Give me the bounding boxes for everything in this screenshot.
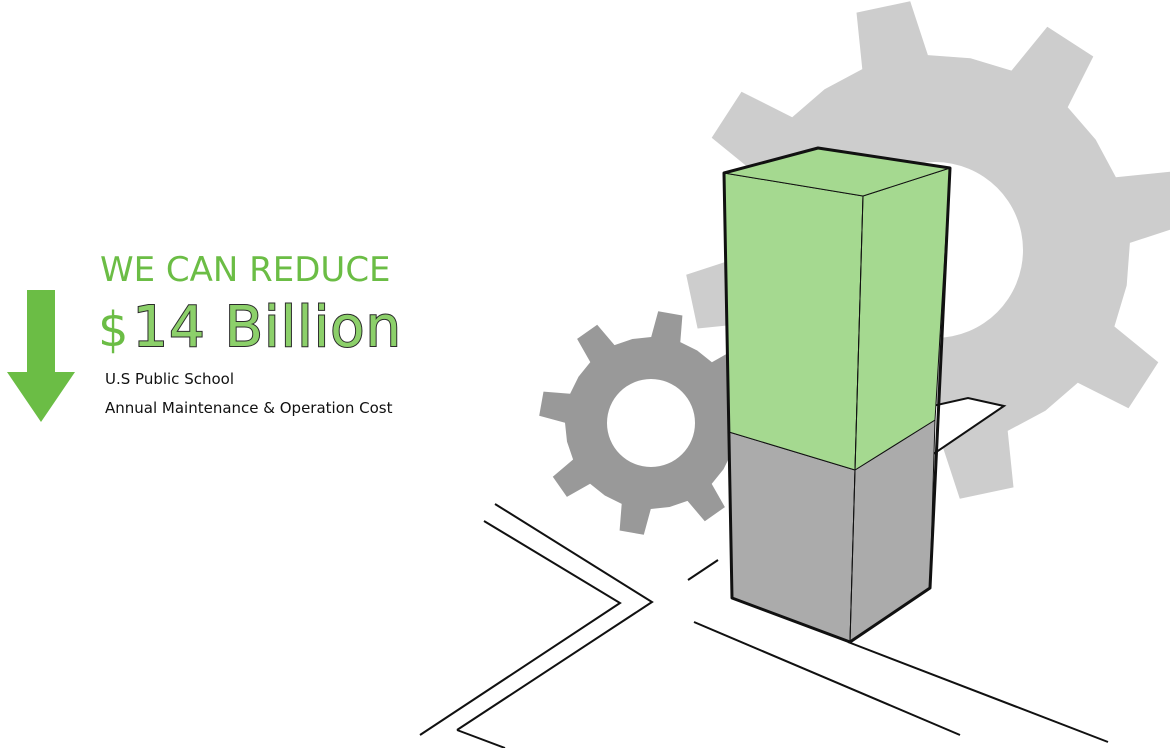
down-arrow-icon: [7, 290, 75, 422]
caption-line-2: Annual Maintenance & Operation Cost: [105, 399, 393, 417]
street-line-front: [847, 641, 1109, 743]
savings-amount: $ 14 Billion: [98, 295, 403, 361]
headline: WE CAN REDUCE: [100, 250, 391, 290]
street-line-left-edge: [456, 729, 506, 748]
street-line-upper-left: [456, 503, 654, 731]
street-line-back: [687, 559, 719, 581]
caption-line-1: U.S Public School: [105, 370, 234, 388]
street-line-bottom: [693, 621, 961, 736]
currency-symbol: $: [98, 302, 129, 358]
small-gear-icon: [539, 311, 763, 535]
street-line-lower-left: [419, 520, 622, 736]
bar-front-upper: [723, 172, 864, 471]
bar-3d: [722, 146, 952, 644]
amount-figure: 14 Billion: [132, 295, 403, 361]
bar-front-edge: [849, 195, 864, 643]
bar-outline: [722, 146, 952, 644]
